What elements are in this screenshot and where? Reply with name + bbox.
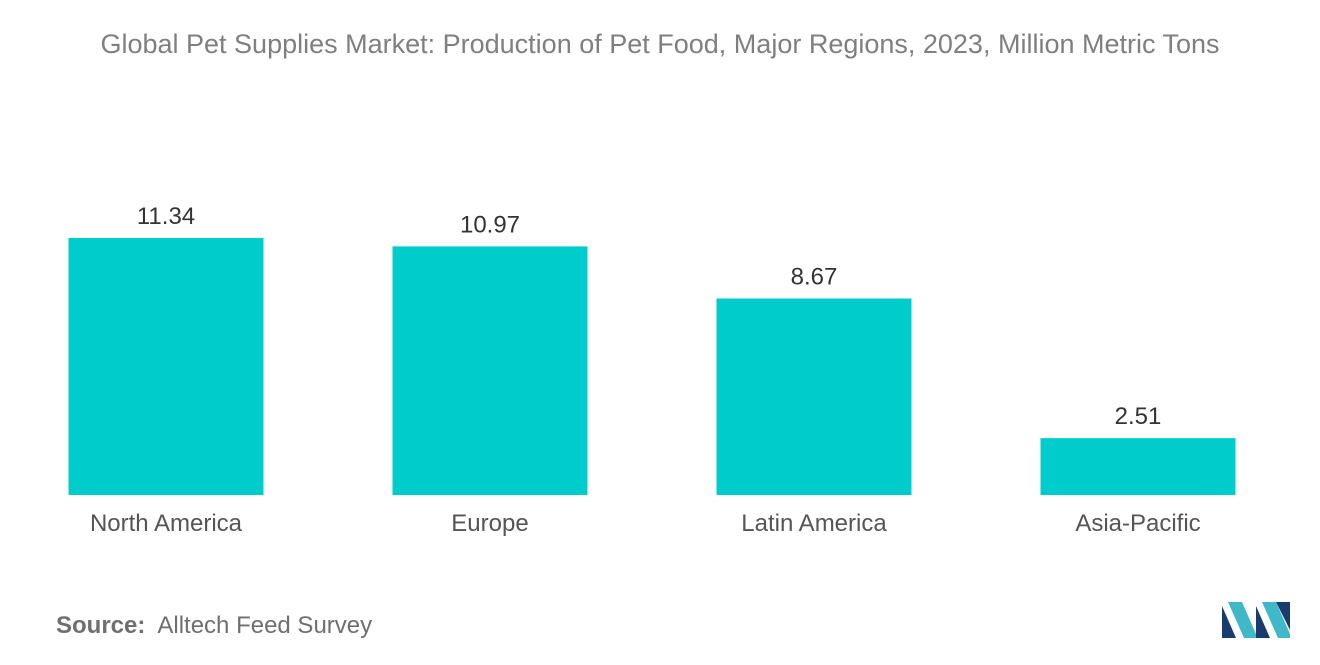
category-label: North America: [90, 510, 243, 537]
chart-title-text: Global Pet Supplies Market: Production o…: [100, 29, 1220, 59]
bar-latin-america: [716, 298, 912, 495]
bar-europe: [392, 246, 588, 495]
category-label: Latin America: [741, 510, 887, 537]
mordor-intelligence-logo-icon: [1222, 602, 1290, 643]
category-label: Europe: [451, 510, 528, 537]
data-label: 10.97: [460, 211, 520, 238]
source-text: Alltech Feed Survey: [157, 612, 373, 639]
bar-asia-pacific: [1040, 438, 1236, 495]
data-label: 2.51: [1115, 403, 1162, 430]
chart-title: Global Pet Supplies Market: Production o…: [0, 24, 1320, 64]
data-label: 11.34: [137, 203, 195, 230]
bar-chart: 11.34 North America 10.97 Europe 8.67 Latin A…: [68, 203, 1236, 537]
bar-north-america: [68, 238, 264, 495]
source-label: Source:: [56, 612, 146, 639]
category-label: Asia-Pacific: [1075, 510, 1200, 537]
data-label: 8.67: [791, 264, 838, 291]
source-note: Source: Alltech Feed Survey: [56, 612, 372, 640]
